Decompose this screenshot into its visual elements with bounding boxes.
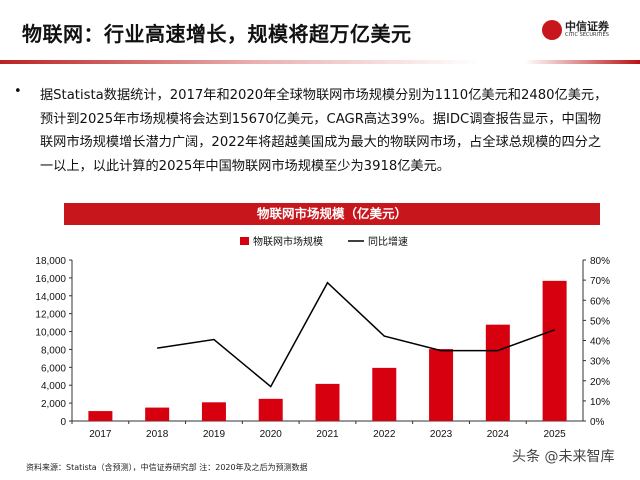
bar-2023 xyxy=(429,349,454,421)
right-tick-label: 80% xyxy=(590,256,610,267)
growth-line xyxy=(157,281,555,388)
x-tick-label: 2025 xyxy=(543,429,566,440)
logo-text: 中信证券 xyxy=(565,20,609,33)
right-tick-label: 10% xyxy=(590,397,610,408)
left-tick-label: 12,000 xyxy=(35,310,66,321)
left-tick-label: 14,000 xyxy=(35,292,66,303)
right-tick-label: 70% xyxy=(590,276,610,287)
x-tick-label: 2022 xyxy=(373,429,396,440)
left-tick-label: 2,000 xyxy=(41,399,66,410)
citic-logo: 中信证券 CITIC SECURITIES xyxy=(542,20,609,40)
right-tick-label: 50% xyxy=(590,316,610,327)
page-title: 物联网：行业高速增长，规模将超万亿美元 xyxy=(22,22,412,46)
bar-2024 xyxy=(485,324,510,421)
left-tick-label: 0 xyxy=(60,417,66,428)
right-tick-label: 20% xyxy=(590,377,610,388)
bar-2020 xyxy=(258,398,283,421)
right-tick-label: 30% xyxy=(590,357,610,368)
x-tick-label: 2024 xyxy=(487,429,510,440)
x-tick-label: 2018 xyxy=(146,429,169,440)
header-divider xyxy=(0,60,640,64)
source-note: 资料来源：Statista（含预测），中信证券研究部 注：2020年及之后为预测… xyxy=(26,463,308,472)
left-tick-label: 4,000 xyxy=(41,381,66,392)
x-tick-label: 2021 xyxy=(316,429,339,440)
citic-logo-icon xyxy=(542,20,562,40)
x-tick-label: 2017 xyxy=(89,429,112,440)
bar-2019 xyxy=(201,402,226,421)
x-tick-label: 2023 xyxy=(430,429,453,440)
bar-2025 xyxy=(542,280,567,421)
left-tick-label: 8,000 xyxy=(41,345,66,356)
left-tick-label: 16,000 xyxy=(35,274,66,285)
left-tick-label: 18,000 xyxy=(35,256,66,267)
left-tick-label: 10,000 xyxy=(35,328,66,339)
bullet-icon: • xyxy=(14,84,22,99)
bar-2018 xyxy=(145,407,170,421)
x-tick-label: 2019 xyxy=(203,429,226,440)
chart-title: 物联网市场规模（亿美元） xyxy=(64,203,600,225)
right-tick-label: 40% xyxy=(590,337,610,348)
legend-line-label: 同比增速 xyxy=(368,235,408,248)
watermark: 头条 @未来智库 xyxy=(512,449,615,465)
bar-2017 xyxy=(88,411,113,421)
right-tick-label: 60% xyxy=(590,296,610,307)
body-paragraph: 据Statista数据统计，2017年和2020年全球物联网市场规模分别为111… xyxy=(40,88,608,174)
right-tick-label: 0% xyxy=(590,417,605,428)
left-tick-label: 6,000 xyxy=(41,363,66,374)
bar-2022 xyxy=(372,367,397,421)
legend-bar-swatch xyxy=(240,237,249,245)
bar-2021 xyxy=(315,383,340,421)
x-tick-label: 2020 xyxy=(260,429,283,440)
legend-bar-label: 物联网市场规模 xyxy=(253,235,323,248)
logo-subtext: CITIC SECURITIES xyxy=(565,32,609,38)
